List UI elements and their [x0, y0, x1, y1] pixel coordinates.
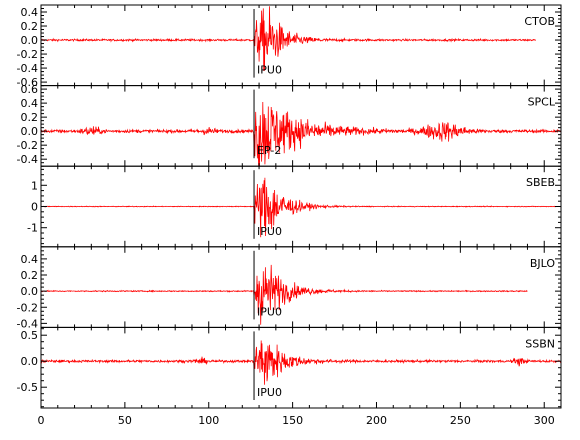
phase-pick-label: IPU0 [257, 386, 282, 399]
y-tick-label: 0.4 [21, 6, 39, 19]
y-tick-label: -0.2 [17, 301, 38, 314]
y-tick-label: 0.0 [21, 34, 39, 47]
panel-frame [40, 326, 562, 409]
y-tick-label: 0.0 [21, 285, 39, 298]
x-tick-label: 300 [534, 414, 555, 427]
panel-frame [40, 246, 562, 328]
seismogram-panels: 0.40.20.0-0.2-0.4-0.6IPU0CTOB0.60.40.20.… [17, 4, 562, 409]
waveform-trace-bjlo [41, 264, 528, 325]
y-tick-label: 0.2 [21, 111, 39, 124]
y-tick-label: 0.4 [21, 97, 39, 110]
seismogram-panel-ssbn: 0.5 0.0 -0.5 IPU0 SSBN [17, 326, 562, 409]
seismogram-panel-spcl: 0.60.40.20.0-0.2-0.4 EP-2 SPCL [17, 83, 562, 167]
y-tick-label: 0.6 [21, 83, 39, 96]
station-label: SBEB [526, 176, 555, 189]
y-tick-label: 0 [31, 201, 38, 214]
panel-frame [40, 4, 562, 87]
station-label: BJLO [530, 257, 556, 270]
y-tick-label: -0.4 [17, 153, 38, 166]
y-tick-label: 0.0 [21, 125, 39, 138]
time-axis: 0 50 100 150 200 250 300 [38, 414, 555, 427]
station-label: SSBN [525, 337, 555, 350]
y-tick-label: 0.2 [21, 20, 39, 33]
y-tick-label: 0.2 [21, 269, 39, 282]
phase-pick-label: IPU0 [257, 64, 282, 77]
y-tick-label: 0.0 [21, 355, 39, 368]
y-tick-label: -0.5 [17, 381, 38, 394]
station-label: CTOB [524, 15, 555, 28]
seismogram-panel-sbeb: 1 0 -1 IPU0 SBEB [27, 165, 562, 248]
phase-pick-label: EP-2 [257, 144, 281, 157]
y-tick-label: -0.4 [17, 62, 38, 75]
x-tick-label: 0 [38, 414, 45, 427]
y-tick-label: 0.4 [21, 253, 39, 266]
waveform-trace-ctob [41, 6, 537, 71]
x-tick-label: 100 [198, 414, 219, 427]
x-tick-label: 250 [450, 414, 471, 427]
y-tick-label: 1 [31, 179, 38, 192]
seismogram-panel-bjlo: 0.4 0.2 0.0 -0.2 -0.4 IPU0 BJLO [17, 246, 562, 330]
y-tick-label: -1 [27, 222, 38, 235]
seismogram-panel-ctob: 0.40.20.0-0.2-0.4-0.6 IPU0 CTOB [17, 4, 562, 89]
y-tick-label: -0.6 [17, 76, 38, 89]
x-tick-label: 150 [282, 414, 303, 427]
y-tick-label: -0.2 [17, 48, 38, 61]
y-tick-label: -0.4 [17, 317, 38, 330]
waveform-trace-ssbn [41, 340, 561, 385]
station-label: SPCL [528, 96, 556, 109]
waveform-trace-sbeb [41, 177, 561, 238]
y-tick-label: -0.2 [17, 139, 38, 152]
x-tick-label: 50 [118, 414, 132, 427]
y-tick-label: 0.5 [21, 329, 39, 342]
phase-pick-label: IPU0 [257, 305, 282, 318]
waveform-trace-spcl [41, 101, 561, 167]
phase-pick-label: IPU0 [257, 225, 282, 238]
x-tick-label: 200 [366, 414, 387, 427]
